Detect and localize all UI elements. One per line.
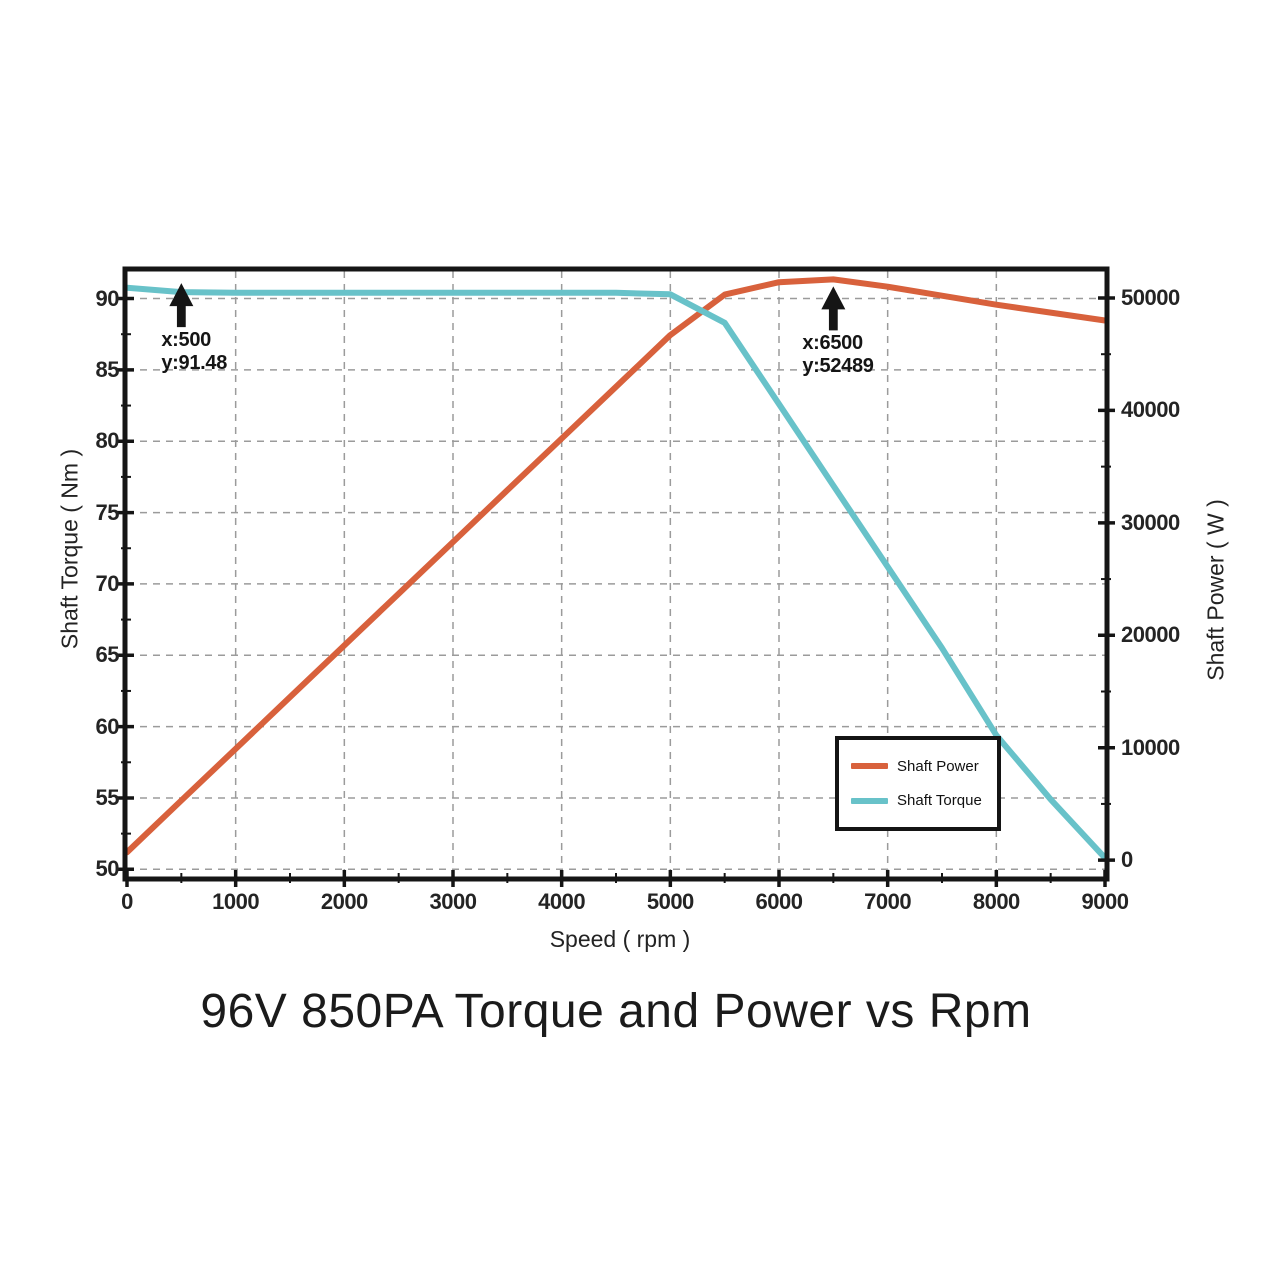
legend: Shaft Power Shaft Torque [835, 736, 1001, 831]
annotation-line: x:500 [161, 329, 211, 352]
left-tick-label: 70 [95, 570, 120, 596]
right-tick-label: 0 [1121, 847, 1133, 873]
legend-item-shaft-torque: Shaft Torque [839, 792, 997, 809]
x-tick-label: 5000 [646, 889, 694, 914]
legend-item-shaft-power: Shaft Power [839, 758, 997, 775]
annotation-line: x:6500 [802, 332, 863, 355]
x-tick-label: 2000 [320, 889, 368, 914]
left-tick-label: 90 [95, 285, 120, 311]
right-tick-label: 40000 [1121, 397, 1180, 423]
annotation-arrow-icon [821, 286, 846, 331]
x-axis-title: Speed ( rpm ) [549, 926, 691, 952]
annotation-arrow-icon [169, 283, 194, 328]
x-tick-label: 0 [121, 889, 133, 914]
x-tick-label: 9000 [1081, 889, 1129, 914]
annotation-line: y:91.48 [161, 352, 228, 375]
right-tick-label: 10000 [1121, 734, 1180, 760]
shaft-power-curve [124, 276, 1108, 856]
annotation-line: y:52489 [802, 355, 874, 378]
legend-label: Shaft Torque [897, 792, 982, 810]
torque-line-swatch [851, 797, 888, 804]
x-tick-label: 8000 [972, 889, 1020, 914]
left-tick-label: 60 [95, 713, 120, 739]
right-tick-label: 30000 [1121, 509, 1180, 535]
right-axis-title: Shaft Power ( W ) [1202, 499, 1229, 681]
x-tick-label: 3000 [429, 889, 477, 914]
left-tick-label: 75 [95, 499, 120, 525]
left-tick-label: 50 [95, 856, 120, 882]
left-tick-label: 85 [95, 356, 120, 382]
shaft-torque-curve [124, 284, 1108, 861]
x-tick-label: 7000 [864, 889, 912, 914]
x-tick-label: 4000 [538, 889, 586, 914]
left-tick-label: 55 [95, 784, 120, 810]
power-line-swatch [851, 763, 888, 770]
legend-label: Shaft Power [897, 757, 979, 775]
annotation-power-6500: x:6500 y:52489 [802, 332, 874, 378]
annotation-torque-500: x:500 y:91.48 [161, 329, 227, 375]
x-tick-label: 6000 [755, 889, 803, 914]
x-tick-label: 1000 [212, 889, 260, 914]
left-tick-label: 80 [95, 428, 120, 454]
left-tick-label: 65 [95, 642, 120, 668]
left-axis-title: Shaft Torque ( Nm ) [56, 448, 83, 650]
right-tick-label: 50000 [1121, 284, 1180, 310]
chart-title: 96V 850PA Torque and Power vs Rpm [200, 985, 1032, 1038]
right-tick-label: 20000 [1121, 622, 1180, 648]
